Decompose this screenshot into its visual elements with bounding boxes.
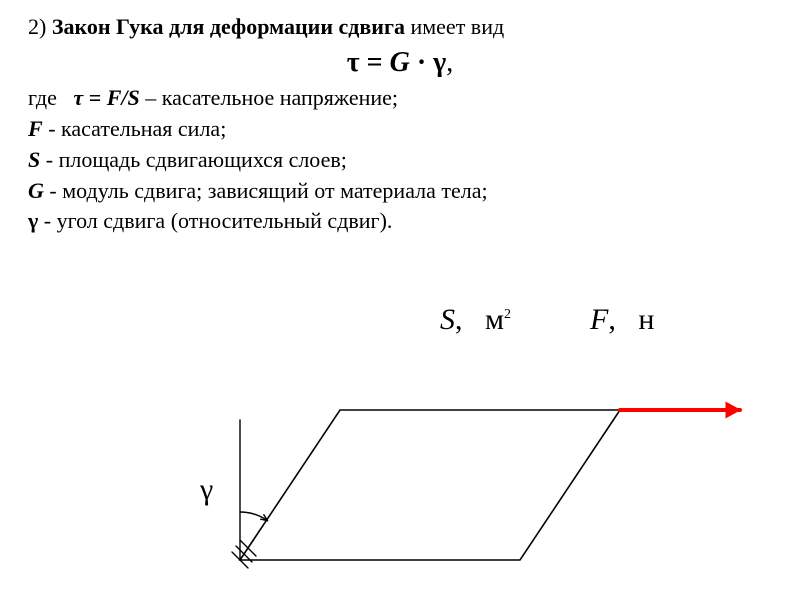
equation-eq: = (360, 47, 390, 78)
def-g: G - модуль сдвига; зависящий от материал… (28, 176, 772, 206)
equation-g: G (390, 47, 410, 78)
area-comma: , (455, 303, 463, 336)
shear-diagram: S, м2 F, н γ (200, 300, 760, 590)
equation-tau: τ (347, 47, 360, 78)
diagram-svg (200, 300, 760, 590)
def-gamma-text: - угол сдвига (относительный сдвиг). (44, 208, 393, 233)
def-g-sym: G (28, 178, 44, 203)
def-tau: где τ = F/S – касательное напряжение; (28, 83, 772, 113)
definitions-block: где τ = F/S – касательное напряжение; F … (28, 83, 772, 235)
section-title-tail: имеет вид (410, 14, 504, 39)
force-unit: н (638, 303, 654, 336)
def-g-text: - модуль сдвига; зависящий от материала … (49, 178, 487, 203)
def-s: S - площадь сдвигающихся слоев; (28, 145, 772, 175)
def-tau-expr: τ = F/S (73, 85, 139, 110)
area-unit-base: м (485, 303, 504, 336)
force-label: F, н (590, 300, 654, 341)
def-gamma-sym: γ (28, 208, 38, 233)
force-comma: , (608, 303, 616, 336)
def-s-sym: S (28, 147, 40, 172)
def-f-text: - касательная сила; (48, 116, 226, 141)
def-tau-text: – касательное напряжение; (145, 85, 398, 110)
section-number: 2) (28, 14, 46, 39)
equation-gamma: γ (433, 47, 446, 78)
def-where: где (28, 85, 57, 110)
area-symbol: S (440, 303, 455, 336)
main-equation: τ = G · γ, (28, 44, 772, 82)
def-s-text: - площадь сдвигающихся слоев; (46, 147, 347, 172)
def-f-sym: F (28, 116, 43, 141)
shear-angle-symbol: γ (200, 473, 213, 506)
equation-dot: · (410, 47, 433, 78)
area-unit-sup: 2 (504, 307, 511, 322)
force-symbol: F (590, 303, 608, 336)
area-label: S, м2 (440, 300, 511, 341)
def-f: F - касательная сила; (28, 114, 772, 144)
def-gamma: γ - угол сдвига (относительный сдвиг). (28, 206, 772, 236)
shear-angle-label: γ (200, 470, 213, 511)
section-title: 2) Закон Гука для деформации сдвига имее… (28, 12, 772, 42)
section-title-bold: Закон Гука для деформации сдвига (52, 14, 405, 39)
equation-comma: , (446, 47, 453, 78)
